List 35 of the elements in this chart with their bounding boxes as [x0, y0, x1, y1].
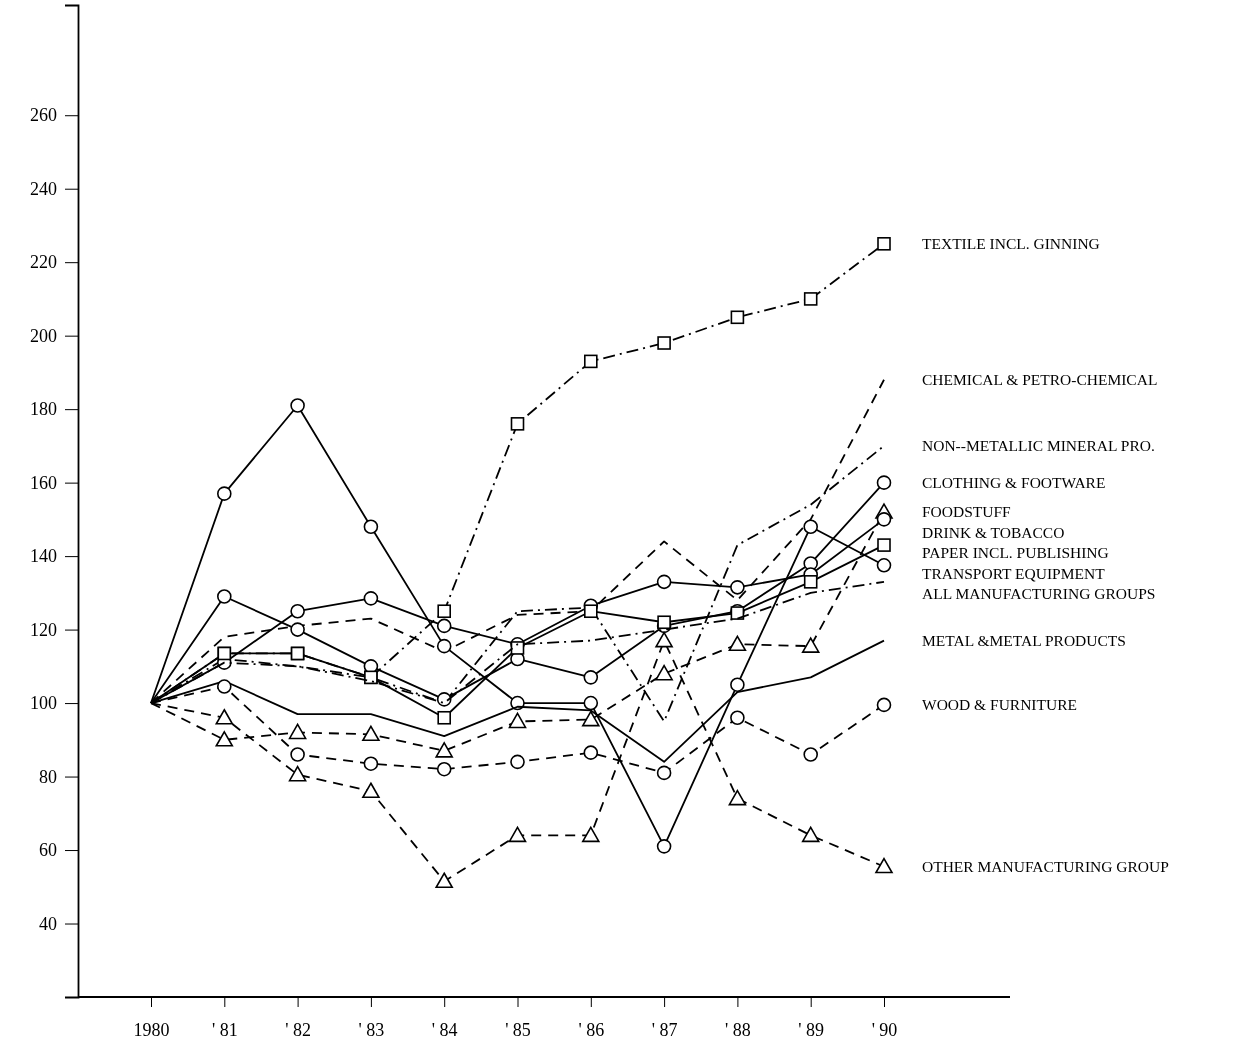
series-label: FOODSTUFF — [922, 503, 1012, 521]
y-tick-label: 120 — [30, 619, 57, 640]
x-tick-label: ' 86 — [578, 1019, 605, 1040]
y-tick-label: 80 — [39, 766, 57, 787]
x-tick-label: ' 82 — [285, 1019, 311, 1040]
y-tick-label: 140 — [30, 546, 57, 567]
text: PAPER INCL. PUBLISHING — [922, 544, 1109, 562]
series-label: OTHER MANUFACTURING GROUP — [922, 858, 1169, 875]
y-tick-label: 160 — [30, 472, 57, 493]
y-tick-label: 180 — [30, 399, 57, 420]
text: TEXTILE INCL. GINNING — [922, 235, 1100, 253]
x-tick-label: ' 88 — [725, 1019, 751, 1040]
y-tick-label: 100 — [30, 693, 57, 714]
x-tick-label: 1980 — [133, 1019, 170, 1040]
text: DRINK & TOBACCO — [922, 523, 1065, 541]
text: ALL MANUFACTURING GROUPS — [922, 585, 1156, 603]
text: CHEMICAL & PETRO-CHEMICAL — [922, 371, 1158, 389]
text: METAL &METAL PRODUCTS — [922, 632, 1126, 650]
text: NON--METALLIC MINERAL PRO. — [922, 437, 1155, 455]
x-tick-label: ' 81 — [211, 1019, 238, 1040]
x-tick-label: ' 90 — [871, 1019, 898, 1040]
y-tick-label: 200 — [30, 325, 57, 346]
y-tick-label: 60 — [39, 840, 57, 861]
text: WOOD & FURNITURE — [922, 696, 1077, 714]
x-tick-label: ' 87 — [651, 1019, 678, 1040]
text: CLOTHING & FOOTWARE — [922, 474, 1106, 492]
y-tick-label: 240 — [30, 178, 57, 199]
x-tick-label: ' 85 — [505, 1019, 531, 1040]
y-tick-label: 220 — [30, 252, 57, 273]
x-tick-label: ' 84 — [431, 1019, 458, 1040]
x-tick-label: ' 83 — [358, 1019, 385, 1040]
y-tick-label: 260 — [30, 105, 57, 126]
x-tick-label: ' 89 — [798, 1019, 825, 1040]
text: TRANSPORT EQUIPMENT — [922, 564, 1106, 582]
y-tick-label: 40 — [39, 913, 57, 934]
